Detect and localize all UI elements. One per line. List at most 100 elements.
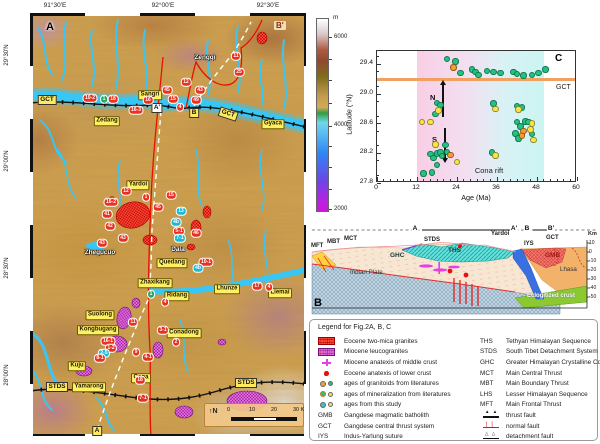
- section-label-indian-plate: Indian Plate: [350, 269, 383, 276]
- scalebar-label-30-km: 30 Km: [293, 407, 306, 413]
- x-tick-label-12: 12: [412, 184, 420, 191]
- legend-text-eocene-two-mica-granites: Eocene two-mica granites: [344, 337, 418, 345]
- sample-label-16-2: 16-2: [103, 197, 119, 207]
- sample-label-17: 17: [251, 281, 263, 291]
- north-arrow-icon: ↑N: [209, 408, 218, 415]
- map-label-gyaca: Gyaca: [261, 119, 285, 129]
- data-point: [520, 127, 527, 135]
- sample-label-1: 1: [147, 289, 155, 299]
- dikes: [453, 278, 479, 306]
- x-major-tick: [576, 177, 578, 181]
- x-minor-tick: [529, 179, 531, 181]
- y-major-tick: [377, 123, 381, 125]
- zengqi-fault: [185, 19, 263, 109]
- section-axis-tick--10: -10: [589, 258, 597, 264]
- map-label-yardoi: Yardoi: [126, 180, 150, 190]
- legend-symbol-key-mft: MFT: [480, 401, 494, 409]
- section-axis-tick--30: -30: [589, 276, 597, 282]
- x-minor-tick: [549, 179, 551, 181]
- legend-row: Eocene anatexis of lower crust: [318, 368, 480, 379]
- map-frame-top: [30, 13, 306, 16]
- x-major-tick: [536, 177, 538, 181]
- legend-symbol-key-mbt: MBT: [480, 380, 494, 388]
- x-minor-tick: [383, 179, 385, 181]
- data-point: [438, 153, 446, 160]
- sample-label-11: 11: [127, 317, 139, 327]
- legend-row: MBT Main Boundary Thrust: [480, 378, 598, 389]
- x-tick-label-60: 60: [572, 184, 580, 191]
- y-major-tick: [377, 182, 381, 184]
- cross-section-graphics: [311, 229, 598, 315]
- data-point: [443, 55, 451, 63]
- sample-label-4: 4: [176, 102, 184, 112]
- data-point: [517, 123, 524, 130]
- legend-row: GMB Gangdese magmatic batholith: [318, 410, 480, 421]
- section-label-stds: STDS: [424, 237, 441, 243]
- y-minor-tick: [377, 160, 379, 162]
- section-label-iys: IYS: [524, 241, 534, 247]
- map-label-quedang: Quedang: [156, 258, 188, 268]
- colorbar-unit: m: [333, 14, 339, 21]
- sample-label-25: 25: [233, 67, 245, 77]
- data-point: [420, 170, 427, 177]
- map-frame-right: [303, 13, 306, 436]
- map-label-gct: GCT: [37, 95, 57, 105]
- x-minor-tick: [423, 179, 425, 181]
- legend-symbol-dots-orange-green: [318, 379, 344, 388]
- legend-text-gangdese-magmatic-batholith: Gangdese magmatic batholith: [344, 411, 429, 419]
- sample-label-18: 18: [107, 94, 119, 104]
- sample-label-15: 15: [167, 94, 179, 104]
- map-label-b: B: [189, 108, 199, 118]
- sample-label-16: 16: [142, 95, 154, 105]
- data-point: [492, 152, 499, 159]
- legend-text-normal-fault: normal fault: [506, 422, 540, 430]
- section-label-ghc: GHC: [390, 252, 405, 259]
- mct-line: [311, 263, 516, 293]
- data-point: [497, 70, 504, 77]
- legend-text-main-frontal-thrust: Main Frontal Thrust: [506, 401, 562, 409]
- legend-row: LHS Lesser Himalayan Sequence: [480, 389, 598, 400]
- sample-label-45: 45: [161, 85, 173, 95]
- surface-line: [311, 242, 517, 253]
- x-minor-tick: [436, 179, 438, 181]
- map-label-yamarong: Yamarong: [71, 382, 107, 392]
- x-minor-tick: [516, 179, 518, 181]
- section-label-gmb: GMB: [545, 252, 561, 259]
- legend-text-ages-from-this-study: ages from this study: [344, 401, 402, 409]
- scalebar-label-0: 0: [227, 407, 231, 413]
- sample-label-11: 11: [230, 51, 242, 61]
- sample-label-8-1: 8-1: [93, 353, 107, 363]
- y-minor-tick: [377, 152, 379, 154]
- sample-label-12: 12: [120, 186, 132, 196]
- section-endpoint-a: A: [411, 225, 419, 232]
- section-label-mct: MCT: [344, 236, 357, 242]
- x-major-tick: [376, 177, 378, 181]
- x-minor-tick: [429, 179, 431, 181]
- map-label-kuju: Kuju: [67, 361, 87, 371]
- eocene-granite-bodies: [108, 31, 268, 251]
- data-point: [520, 72, 527, 79]
- y-minor-tick: [377, 93, 379, 95]
- data-point: [530, 136, 537, 144]
- sample-label-4: 4: [265, 282, 273, 292]
- colorbar-tick: [329, 58, 332, 60]
- legend-text-gangdese-central-thrust-system: Gangdese central thrust system: [344, 422, 435, 430]
- gct-label: GCT: [556, 84, 571, 91]
- chart-xlabel: Age (Ma): [461, 193, 491, 202]
- sample-label-9: 9: [132, 347, 140, 357]
- legend-left-column: Eocene two-mica granites Miocene leucogra…: [318, 336, 480, 442]
- terrain-texture: [30, 13, 306, 436]
- map-label-a-: A': [151, 103, 163, 113]
- legend-text-eocene-anatexis-of-lower-crust: Eocene anatexis of lower crust: [344, 369, 432, 377]
- map-label-stds: STDS: [234, 378, 258, 388]
- y-major-tick: [377, 63, 381, 65]
- sample-label-12: 12: [180, 77, 192, 87]
- sample-label-18: 18: [134, 375, 146, 385]
- map-frame-bottom: [30, 433, 306, 436]
- legend-text-detachment-fault: detachment fault: [506, 433, 554, 441]
- section-label-ths: THS: [448, 247, 461, 254]
- x-minor-tick: [509, 179, 511, 181]
- data-point: [515, 106, 522, 113]
- data-point: [527, 126, 534, 133]
- data-point: [428, 169, 436, 176]
